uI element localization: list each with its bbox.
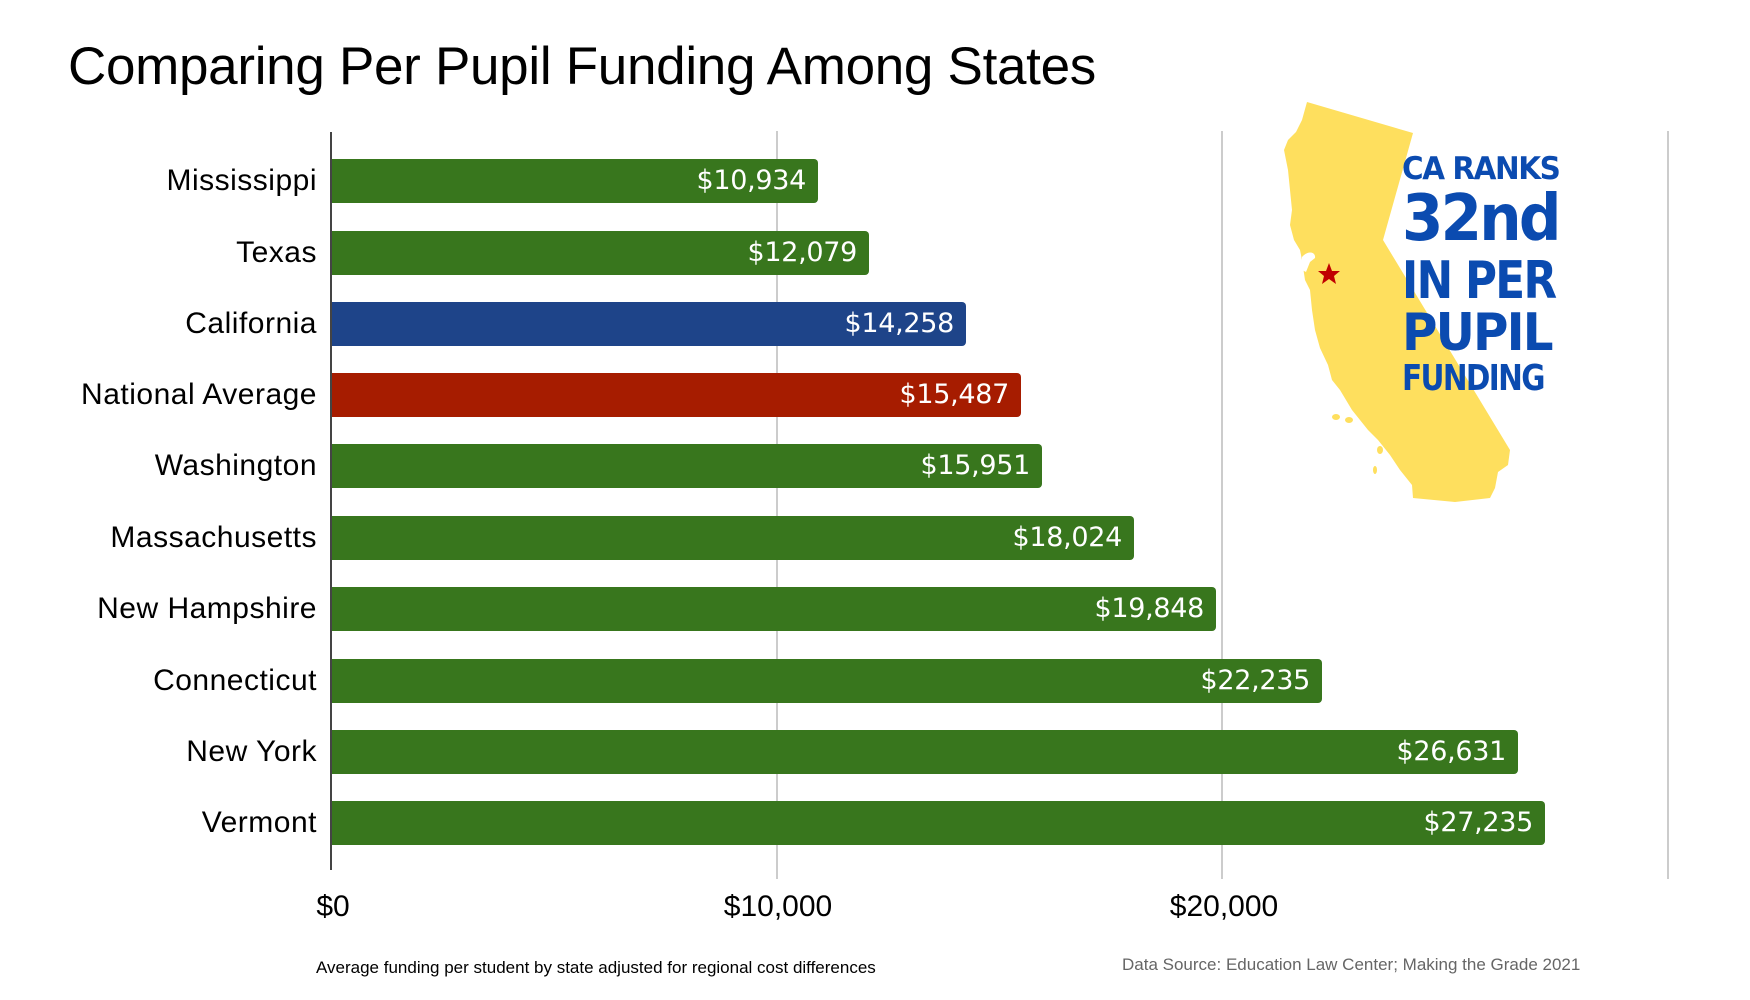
callout-line-1: CA RANKS: [1402, 151, 1561, 187]
bar-value-label: $19,848: [1094, 593, 1204, 624]
california-map-shape: [1284, 102, 1510, 502]
category-label: Texas: [236, 236, 317, 269]
category-label: Mississippi: [166, 164, 317, 197]
bar: $18,024: [332, 516, 1134, 560]
x-tick-label: $10,000: [723, 890, 833, 923]
bar-row-washington: Washington $15,951: [0, 444, 1750, 488]
bar-row-vermont: Vermont $27,235: [0, 801, 1750, 845]
category-label: New Hampshire: [97, 592, 317, 625]
bar: $15,951: [332, 444, 1042, 488]
chart-footnote: Average funding per student by state adj…: [316, 958, 876, 977]
bar-value-label: $15,487: [899, 379, 1009, 410]
bar: $22,235: [332, 659, 1322, 703]
x-tick-label: $0: [316, 890, 350, 923]
data-source: Data Source: Education Law Center; Makin…: [1122, 955, 1581, 974]
category-label: New York: [186, 735, 317, 768]
gridline-10000: [776, 131, 778, 879]
category-label: Vermont: [201, 806, 317, 839]
bar: $26,631: [332, 730, 1518, 774]
bar: $12,079: [332, 231, 869, 275]
category-label: California: [185, 307, 317, 340]
bar-row-texas: Texas $12,079: [0, 231, 1750, 275]
gridline-30000: [1667, 131, 1669, 879]
bar-row-massachusetts: Massachusetts $18,024: [0, 516, 1750, 560]
y-axis-line: [330, 132, 332, 870]
bar-value-label: $10,934: [696, 165, 806, 196]
chart-title: Comparing Per Pupil Funding Among States: [68, 37, 1096, 96]
callout-rank: 32nd: [1402, 182, 1561, 256]
category-label: Massachusetts: [110, 521, 317, 554]
callout-line-4: PUPIL: [1402, 303, 1554, 363]
category-label: Washington: [154, 449, 317, 482]
bar-value-label: $27,235: [1423, 807, 1533, 838]
bar-value-label: $18,024: [1012, 522, 1122, 553]
bar: $15,487: [332, 373, 1021, 417]
bar: $10,934: [332, 159, 818, 203]
callout-line-5: FUNDING: [1402, 358, 1545, 399]
bar-row-california: California $14,258: [0, 302, 1750, 346]
bar-value-label: $15,951: [920, 450, 1030, 481]
bar-row-national-average: National Average $15,487: [0, 373, 1750, 417]
bar-row-mississippi: Mississippi $10,934: [0, 159, 1750, 203]
bar-row-new-hampshire: New Hampshire $19,848: [0, 587, 1750, 631]
bar-value-label: $14,258: [844, 308, 954, 339]
bar-value-label: $26,631: [1396, 736, 1506, 767]
category-label: National Average: [81, 378, 317, 411]
bar-value-label: $22,235: [1200, 665, 1310, 696]
bar-row-connecticut: Connecticut $22,235: [0, 659, 1750, 703]
bar-value-label: $12,079: [747, 237, 857, 268]
callout-line-3: IN PER: [1402, 251, 1557, 311]
bar: $27,235: [332, 801, 1545, 845]
gridline-20000: [1221, 131, 1223, 879]
x-tick-label: $20,000: [1169, 890, 1279, 923]
ca-rank-callout: CA RANKS 32nd IN PER PUPIL FUNDING: [1402, 154, 1586, 397]
category-label: Connecticut: [153, 664, 317, 697]
bar-row-new-york: New York $26,631: [0, 730, 1750, 774]
bar: $14,258: [332, 302, 966, 346]
star-icon: [1318, 263, 1340, 284]
bar: $19,848: [332, 587, 1216, 631]
california-map-icon: [1284, 102, 1510, 502]
